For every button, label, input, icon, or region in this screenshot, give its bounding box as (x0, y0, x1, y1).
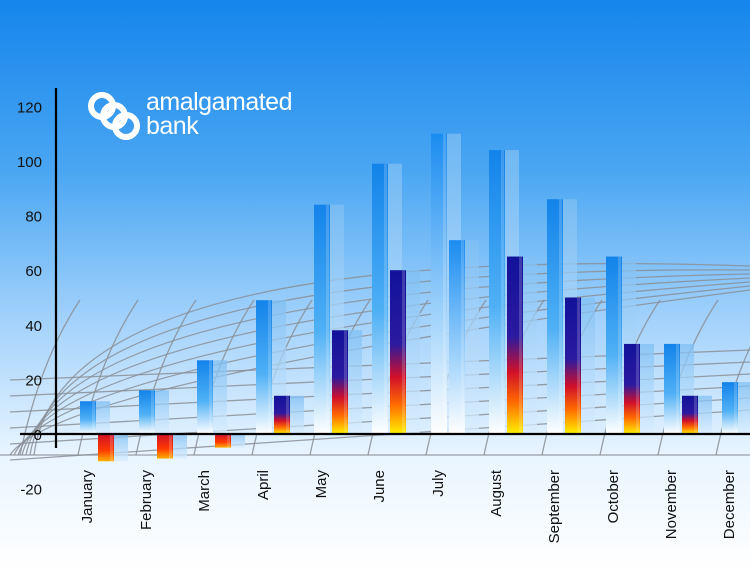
bar-fire-august-highlight (519, 256, 522, 434)
bar-fire-june-highlight (402, 270, 405, 434)
bar-fire-november (682, 395, 698, 434)
bar-blue-january-highlight (92, 401, 95, 434)
y-tick-label: 80 (25, 209, 42, 226)
bar-fire-april-side (288, 395, 304, 434)
bar-fire-september-side (579, 297, 595, 434)
bar-blue-september (547, 199, 563, 434)
bar-blue-february (139, 390, 155, 434)
bar-blue-january (80, 401, 96, 434)
bar-fire-august (507, 256, 523, 434)
axes: -20 0 20 40 60 80 100 120 January February March Ap… (17, 88, 750, 543)
bar-blue-april (256, 300, 272, 434)
x-tick-label: September (546, 470, 563, 543)
x-tick-label: November (663, 470, 680, 539)
bar-fire-october-side (638, 343, 654, 434)
bar-fire-october-highlight (636, 343, 639, 434)
y-tick-label: 20 (25, 372, 42, 389)
bar-blue-september-highlight (559, 199, 562, 434)
x-tick-label: August (488, 469, 505, 517)
y-tick-label: 0 (34, 427, 42, 444)
y-tick-label: 100 (17, 154, 42, 171)
bar-fire-july-side (463, 240, 479, 434)
x-tick-label: April (255, 470, 272, 500)
bar-fire-february (157, 434, 173, 459)
bar-fire-august-side (521, 256, 537, 434)
logo-rings-icon (88, 92, 140, 140)
y-tick-label: 120 (17, 99, 42, 116)
bar-fire-may (332, 330, 348, 434)
bars (80, 133, 738, 462)
bar-blue-december-side (736, 382, 750, 434)
logo-line-2: bank (146, 112, 199, 140)
bar-fire-october (624, 343, 640, 434)
x-tick-label: March (196, 470, 213, 512)
x-tick-label: June (371, 470, 388, 503)
logo-wordmark: amalgamated bank (146, 88, 292, 140)
bar-fire-june (390, 270, 406, 434)
bar-blue-april-highlight (268, 300, 271, 434)
y-tick-label: -20 (20, 482, 42, 499)
bar-blue-august (489, 150, 505, 434)
bar-blue-february-highlight (151, 390, 154, 434)
bar-fire-november-side (696, 395, 712, 434)
bar-fire-june-side (404, 270, 420, 434)
bar-blue-may-highlight (326, 204, 329, 434)
bar-blue-march-side (211, 360, 227, 434)
bar-fire-march (215, 434, 231, 448)
bar-blue-january-side (94, 401, 110, 434)
bar-blue-november (664, 343, 680, 434)
logo-line-1: amalgamated (146, 88, 292, 116)
bar-fire-march-highlight (227, 434, 230, 448)
bar-fire-september-highlight (577, 297, 580, 434)
bar-fire-april-highlight (286, 395, 289, 434)
bar-fire-july-highlight (461, 240, 464, 434)
bar-blue-june-highlight (384, 163, 387, 435)
bar-blue-june (372, 163, 388, 435)
bar-blue-march (197, 360, 213, 434)
x-tick-label: May (313, 470, 330, 499)
bar-fire-may-side (346, 330, 362, 434)
x-tick-label: December (721, 470, 738, 539)
x-tick-label: January (79, 470, 96, 524)
bar-fire-january-side (112, 434, 128, 462)
bar-fire-march-side (229, 434, 245, 448)
bar-fire-february-highlight (169, 434, 172, 459)
bar-blue-october-highlight (618, 256, 621, 434)
y-tick-label: 40 (25, 318, 42, 335)
bar-blue-october (606, 256, 622, 434)
bar-blue-december (722, 382, 738, 434)
bar-fire-november-highlight (694, 395, 697, 434)
y-tick-label: 60 (25, 263, 42, 280)
bar-fire-july (449, 240, 465, 434)
bar-blue-august-highlight (501, 150, 504, 434)
bar-blue-february-side (153, 390, 169, 434)
x-tick-label: February (138, 470, 155, 531)
bar-fire-january (98, 434, 114, 462)
bar-shadows (94, 133, 750, 462)
bar-blue-july-highlight (443, 133, 446, 434)
bar-blue-july (431, 133, 447, 434)
bar-fire-may-highlight (344, 330, 347, 434)
bar-fire-february-side (171, 434, 187, 459)
bar-fire-april (274, 395, 290, 434)
x-tick-label: October (605, 470, 622, 523)
bar-blue-november-highlight (676, 343, 679, 434)
bar-blue-march-highlight (209, 360, 212, 434)
x-tick-label: July (430, 470, 447, 497)
bar-blue-december-highlight (734, 382, 737, 434)
amalgamated-bank-logo: amalgamated bank (88, 90, 292, 144)
bar-blue-may (314, 204, 330, 434)
bar-fire-january-highlight (110, 434, 113, 462)
bar-fire-september (565, 297, 581, 434)
